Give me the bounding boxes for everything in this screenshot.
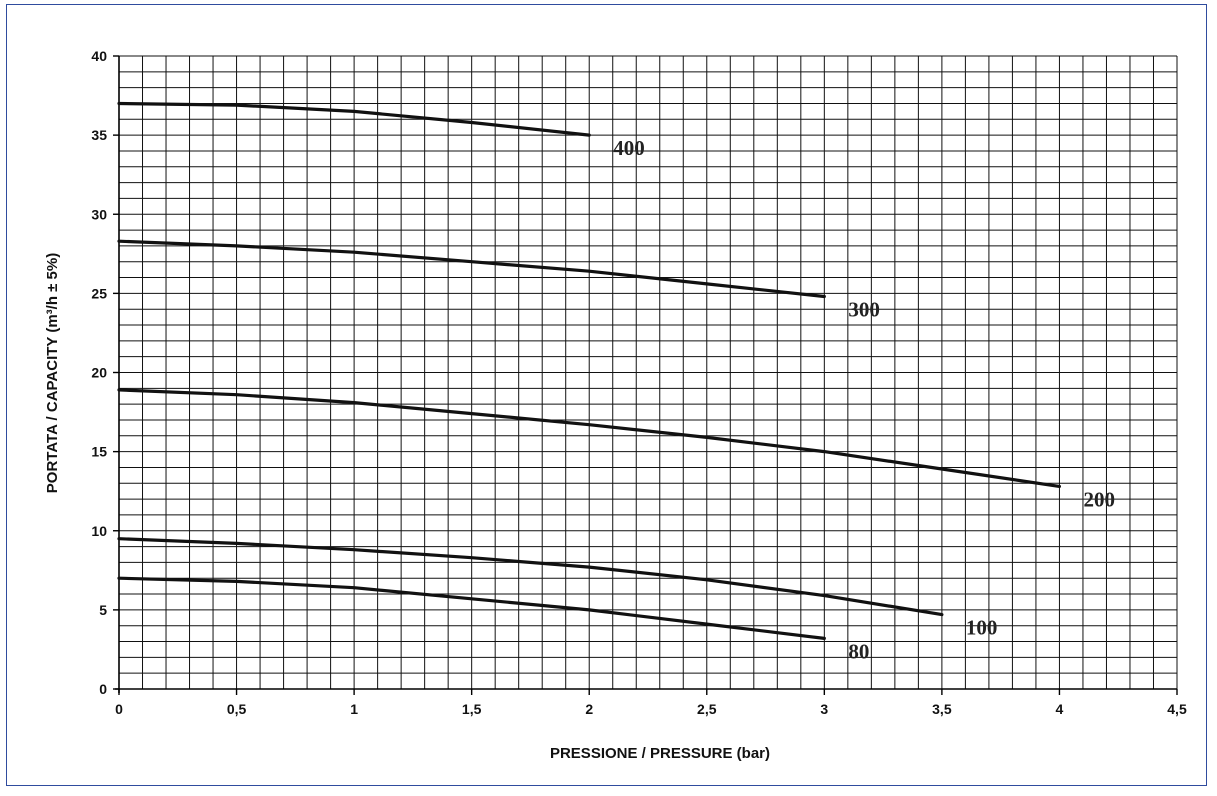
y-tick-label: 20 <box>91 365 107 381</box>
x-tick-label: 0,5 <box>227 701 247 717</box>
series-line-100 <box>117 537 944 617</box>
x-tick-label: 4 <box>1056 701 1064 717</box>
series-label-400: 400 <box>613 136 645 160</box>
x-axis-title: PRESSIONE / PRESSURE (bar) <box>550 745 770 762</box>
series-line-300 <box>117 239 826 299</box>
series-label-200: 200 <box>1083 487 1115 511</box>
x-tick-label: 3,5 <box>932 701 952 717</box>
x-tick-label: 1 <box>350 701 358 717</box>
y-tick-label: 40 <box>91 48 107 64</box>
y-tick-label: 10 <box>91 523 107 539</box>
y-tick-labels: 0 5 10 15 20 25 30 35 40 <box>91 48 107 697</box>
series-label-100: 100 <box>966 616 998 640</box>
y-axis-title: PORTATA / CAPACITY (m³/h ± 5%) <box>44 253 61 493</box>
series-layer <box>117 101 1062 641</box>
x-tick-label: 4,5 <box>1167 701 1187 717</box>
series-line-80 <box>117 576 826 641</box>
x-tick-label: 3 <box>820 701 828 717</box>
y-tick-label: 30 <box>91 206 107 222</box>
series-label-80: 80 <box>848 639 869 663</box>
series-line-400 <box>117 101 591 137</box>
series-label-300: 300 <box>848 298 880 322</box>
y-tick-label: 35 <box>91 127 107 143</box>
x-tick-label: 0 <box>115 701 123 717</box>
x-tick-label: 2,5 <box>697 701 717 717</box>
x-tick-label: 1,5 <box>462 701 482 717</box>
chart-frame <box>6 4 1207 786</box>
series-line-200 <box>117 388 1062 488</box>
y-tick-label: 0 <box>99 681 107 697</box>
y-tick-label: 25 <box>91 285 107 301</box>
x-tick-label: 2 <box>585 701 593 717</box>
y-tick-label: 5 <box>99 602 107 618</box>
curve-labels: 400 300 200 100 80 <box>613 136 1115 663</box>
grid <box>113 55 1178 695</box>
y-tick-label: 15 <box>91 444 107 460</box>
x-tick-labels: 0 0,5 1 1,5 2 2,5 3 3,5 4 4,5 <box>115 701 1187 717</box>
